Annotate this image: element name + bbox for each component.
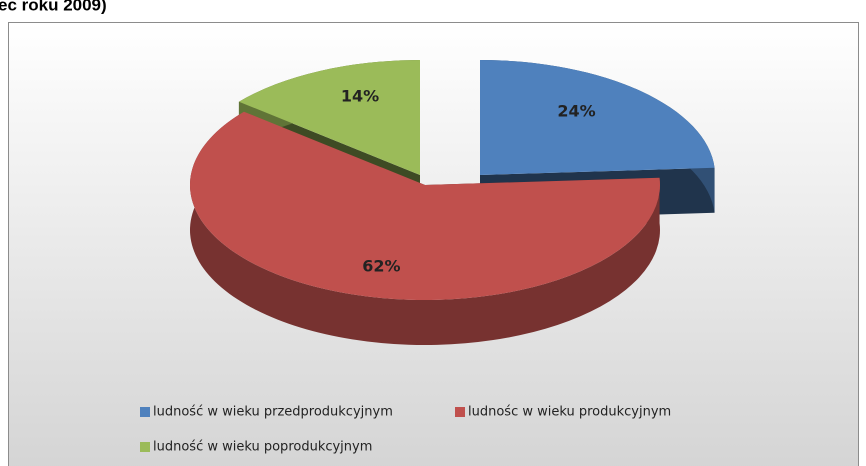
legend-swatch <box>140 407 150 417</box>
slice <box>189 111 660 301</box>
legend-label: ludnośc w wieku produkcyjnym <box>468 405 671 420</box>
slice <box>480 60 715 175</box>
legend-label: ludność w wieku przedprodukcyjnym <box>153 405 393 420</box>
legend-swatch <box>140 442 150 452</box>
legend-label: ludność w wieku poprodukcyjnym <box>153 440 372 455</box>
data-label: 62% <box>362 257 400 276</box>
data-label: 14% <box>341 86 379 105</box>
slice-side <box>189 111 660 345</box>
chart-title: ec roku 2009) <box>0 0 107 14</box>
slice <box>238 60 420 175</box>
legend-swatch <box>455 407 465 417</box>
data-label: 24% <box>557 102 595 121</box>
